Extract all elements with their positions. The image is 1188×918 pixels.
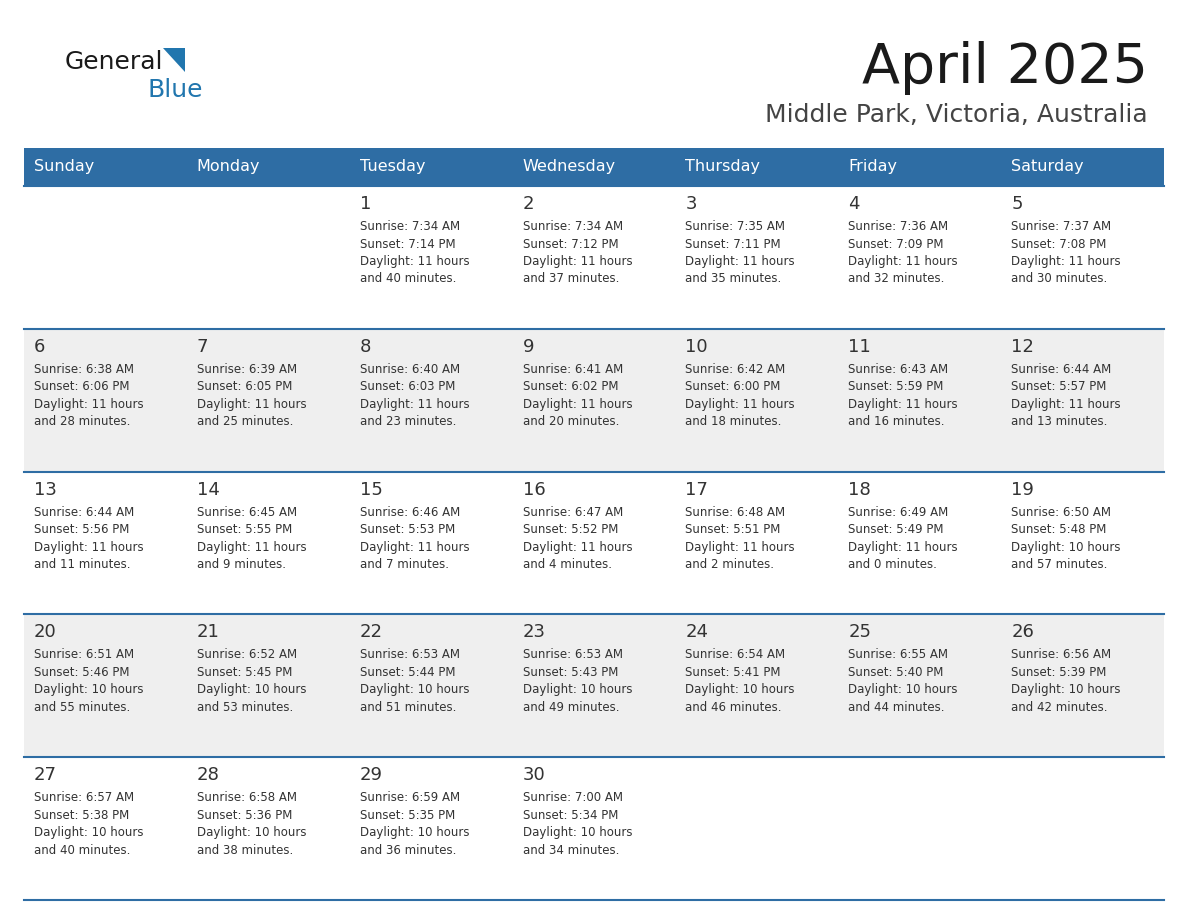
Text: 2: 2 bbox=[523, 195, 535, 213]
Bar bbox=[187, 148, 349, 186]
Bar bbox=[24, 148, 187, 186]
Text: 12: 12 bbox=[1011, 338, 1034, 356]
Text: 26: 26 bbox=[1011, 623, 1034, 642]
Text: Sunrise: 7:34 AM
Sunset: 7:14 PM
Daylight: 11 hours
and 40 minutes.: Sunrise: 7:34 AM Sunset: 7:14 PM Dayligh… bbox=[360, 220, 469, 285]
Text: Sunday: Sunday bbox=[34, 160, 94, 174]
Text: Sunrise: 6:54 AM
Sunset: 5:41 PM
Daylight: 10 hours
and 46 minutes.: Sunrise: 6:54 AM Sunset: 5:41 PM Dayligh… bbox=[685, 648, 795, 714]
Text: 18: 18 bbox=[848, 481, 871, 498]
Text: Sunrise: 6:46 AM
Sunset: 5:53 PM
Daylight: 11 hours
and 7 minutes.: Sunrise: 6:46 AM Sunset: 5:53 PM Dayligh… bbox=[360, 506, 469, 571]
Text: Wednesday: Wednesday bbox=[523, 160, 615, 174]
Bar bbox=[676, 148, 839, 186]
Text: 27: 27 bbox=[34, 767, 57, 784]
Text: 14: 14 bbox=[197, 481, 220, 498]
Bar bbox=[839, 148, 1001, 186]
Text: Sunrise: 6:53 AM
Sunset: 5:44 PM
Daylight: 10 hours
and 51 minutes.: Sunrise: 6:53 AM Sunset: 5:44 PM Dayligh… bbox=[360, 648, 469, 714]
Text: Tuesday: Tuesday bbox=[360, 160, 425, 174]
Text: 11: 11 bbox=[848, 338, 871, 356]
Text: Thursday: Thursday bbox=[685, 160, 760, 174]
Text: Sunrise: 6:43 AM
Sunset: 5:59 PM
Daylight: 11 hours
and 16 minutes.: Sunrise: 6:43 AM Sunset: 5:59 PM Dayligh… bbox=[848, 363, 958, 429]
Text: 28: 28 bbox=[197, 767, 220, 784]
Text: 29: 29 bbox=[360, 767, 383, 784]
Text: Sunrise: 7:34 AM
Sunset: 7:12 PM
Daylight: 11 hours
and 37 minutes.: Sunrise: 7:34 AM Sunset: 7:12 PM Dayligh… bbox=[523, 220, 632, 285]
Text: Blue: Blue bbox=[148, 78, 203, 102]
Text: Sunrise: 6:44 AM
Sunset: 5:57 PM
Daylight: 11 hours
and 13 minutes.: Sunrise: 6:44 AM Sunset: 5:57 PM Dayligh… bbox=[1011, 363, 1120, 429]
Text: 8: 8 bbox=[360, 338, 371, 356]
Text: April 2025: April 2025 bbox=[862, 41, 1148, 95]
Bar bbox=[24, 757, 1164, 900]
Text: Sunrise: 6:38 AM
Sunset: 6:06 PM
Daylight: 11 hours
and 28 minutes.: Sunrise: 6:38 AM Sunset: 6:06 PM Dayligh… bbox=[34, 363, 144, 429]
Bar bbox=[349, 148, 512, 186]
Text: 15: 15 bbox=[360, 481, 383, 498]
Text: 16: 16 bbox=[523, 481, 545, 498]
Text: Sunrise: 6:51 AM
Sunset: 5:46 PM
Daylight: 10 hours
and 55 minutes.: Sunrise: 6:51 AM Sunset: 5:46 PM Dayligh… bbox=[34, 648, 144, 714]
Text: Sunrise: 7:36 AM
Sunset: 7:09 PM
Daylight: 11 hours
and 32 minutes.: Sunrise: 7:36 AM Sunset: 7:09 PM Dayligh… bbox=[848, 220, 958, 285]
Text: Middle Park, Victoria, Australia: Middle Park, Victoria, Australia bbox=[765, 103, 1148, 127]
Text: 10: 10 bbox=[685, 338, 708, 356]
Text: Friday: Friday bbox=[848, 160, 897, 174]
Text: Sunrise: 7:37 AM
Sunset: 7:08 PM
Daylight: 11 hours
and 30 minutes.: Sunrise: 7:37 AM Sunset: 7:08 PM Dayligh… bbox=[1011, 220, 1120, 285]
Text: Sunrise: 6:49 AM
Sunset: 5:49 PM
Daylight: 11 hours
and 0 minutes.: Sunrise: 6:49 AM Sunset: 5:49 PM Dayligh… bbox=[848, 506, 958, 571]
Text: Sunrise: 6:39 AM
Sunset: 6:05 PM
Daylight: 11 hours
and 25 minutes.: Sunrise: 6:39 AM Sunset: 6:05 PM Dayligh… bbox=[197, 363, 307, 429]
Text: Sunrise: 7:35 AM
Sunset: 7:11 PM
Daylight: 11 hours
and 35 minutes.: Sunrise: 7:35 AM Sunset: 7:11 PM Dayligh… bbox=[685, 220, 795, 285]
Text: Sunrise: 6:56 AM
Sunset: 5:39 PM
Daylight: 10 hours
and 42 minutes.: Sunrise: 6:56 AM Sunset: 5:39 PM Dayligh… bbox=[1011, 648, 1120, 714]
Polygon shape bbox=[163, 48, 185, 72]
Text: 13: 13 bbox=[34, 481, 57, 498]
Text: Saturday: Saturday bbox=[1011, 160, 1083, 174]
Text: Sunrise: 6:58 AM
Sunset: 5:36 PM
Daylight: 10 hours
and 38 minutes.: Sunrise: 6:58 AM Sunset: 5:36 PM Dayligh… bbox=[197, 791, 307, 856]
Text: 24: 24 bbox=[685, 623, 708, 642]
Text: Sunrise: 6:50 AM
Sunset: 5:48 PM
Daylight: 10 hours
and 57 minutes.: Sunrise: 6:50 AM Sunset: 5:48 PM Dayligh… bbox=[1011, 506, 1120, 571]
Text: Sunrise: 7:00 AM
Sunset: 5:34 PM
Daylight: 10 hours
and 34 minutes.: Sunrise: 7:00 AM Sunset: 5:34 PM Dayligh… bbox=[523, 791, 632, 856]
Text: 25: 25 bbox=[848, 623, 871, 642]
Text: Sunrise: 6:40 AM
Sunset: 6:03 PM
Daylight: 11 hours
and 23 minutes.: Sunrise: 6:40 AM Sunset: 6:03 PM Dayligh… bbox=[360, 363, 469, 429]
Text: Sunrise: 6:55 AM
Sunset: 5:40 PM
Daylight: 10 hours
and 44 minutes.: Sunrise: 6:55 AM Sunset: 5:40 PM Dayligh… bbox=[848, 648, 958, 714]
Text: Monday: Monday bbox=[197, 160, 260, 174]
Text: 30: 30 bbox=[523, 767, 545, 784]
Text: 17: 17 bbox=[685, 481, 708, 498]
Bar bbox=[24, 329, 1164, 472]
Text: 6: 6 bbox=[34, 338, 45, 356]
Bar bbox=[24, 614, 1164, 757]
Text: Sunrise: 6:42 AM
Sunset: 6:00 PM
Daylight: 11 hours
and 18 minutes.: Sunrise: 6:42 AM Sunset: 6:00 PM Dayligh… bbox=[685, 363, 795, 429]
Text: Sunrise: 6:44 AM
Sunset: 5:56 PM
Daylight: 11 hours
and 11 minutes.: Sunrise: 6:44 AM Sunset: 5:56 PM Dayligh… bbox=[34, 506, 144, 571]
Text: 1: 1 bbox=[360, 195, 371, 213]
Text: Sunrise: 6:48 AM
Sunset: 5:51 PM
Daylight: 11 hours
and 2 minutes.: Sunrise: 6:48 AM Sunset: 5:51 PM Dayligh… bbox=[685, 506, 795, 571]
Text: 5: 5 bbox=[1011, 195, 1023, 213]
Text: 4: 4 bbox=[848, 195, 860, 213]
Text: 3: 3 bbox=[685, 195, 697, 213]
Text: Sunrise: 6:52 AM
Sunset: 5:45 PM
Daylight: 10 hours
and 53 minutes.: Sunrise: 6:52 AM Sunset: 5:45 PM Dayligh… bbox=[197, 648, 307, 714]
Text: General: General bbox=[65, 50, 164, 74]
Text: Sunrise: 6:57 AM
Sunset: 5:38 PM
Daylight: 10 hours
and 40 minutes.: Sunrise: 6:57 AM Sunset: 5:38 PM Dayligh… bbox=[34, 791, 144, 856]
Text: 7: 7 bbox=[197, 338, 208, 356]
Text: Sunrise: 6:45 AM
Sunset: 5:55 PM
Daylight: 11 hours
and 9 minutes.: Sunrise: 6:45 AM Sunset: 5:55 PM Dayligh… bbox=[197, 506, 307, 571]
Text: 9: 9 bbox=[523, 338, 535, 356]
Text: 19: 19 bbox=[1011, 481, 1034, 498]
Bar bbox=[24, 186, 1164, 329]
Bar bbox=[24, 472, 1164, 614]
Text: 22: 22 bbox=[360, 623, 383, 642]
Bar bbox=[1001, 148, 1164, 186]
Text: Sunrise: 6:47 AM
Sunset: 5:52 PM
Daylight: 11 hours
and 4 minutes.: Sunrise: 6:47 AM Sunset: 5:52 PM Dayligh… bbox=[523, 506, 632, 571]
Text: Sunrise: 6:41 AM
Sunset: 6:02 PM
Daylight: 11 hours
and 20 minutes.: Sunrise: 6:41 AM Sunset: 6:02 PM Dayligh… bbox=[523, 363, 632, 429]
Bar bbox=[512, 148, 676, 186]
Text: 23: 23 bbox=[523, 623, 545, 642]
Text: Sunrise: 6:59 AM
Sunset: 5:35 PM
Daylight: 10 hours
and 36 minutes.: Sunrise: 6:59 AM Sunset: 5:35 PM Dayligh… bbox=[360, 791, 469, 856]
Text: 21: 21 bbox=[197, 623, 220, 642]
Text: Sunrise: 6:53 AM
Sunset: 5:43 PM
Daylight: 10 hours
and 49 minutes.: Sunrise: 6:53 AM Sunset: 5:43 PM Dayligh… bbox=[523, 648, 632, 714]
Text: 20: 20 bbox=[34, 623, 57, 642]
